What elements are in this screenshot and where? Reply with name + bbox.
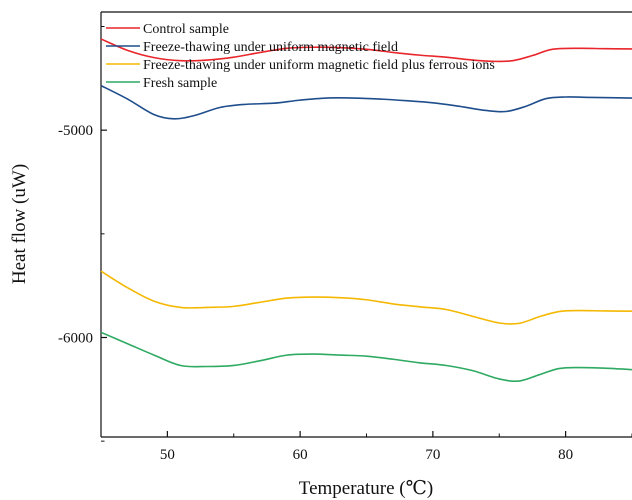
y-axis-title: Heat flow (uW) <box>9 164 30 284</box>
x-tick-label: 80 <box>558 447 573 463</box>
tick-layer: 50 60 70 80 -5000 -6000 <box>58 26 632 463</box>
legend-label-4: Fresh sample <box>143 76 217 91</box>
y-tick-label: -5000 <box>58 123 93 139</box>
series-line-2 <box>100 84 632 120</box>
series-line-4 <box>100 331 632 383</box>
x-tick-label: 50 <box>160 447 175 463</box>
legend: Control sample Freeze-thawing under unifo… <box>106 22 495 91</box>
x-tick-label: 60 <box>293 447 308 463</box>
y-tick-label: -6000 <box>58 330 93 346</box>
series-line-1 <box>100 38 632 63</box>
series-layer <box>100 38 632 383</box>
legend-label-3: Freeze-thawing under uniform magnetic fi… <box>143 58 495 73</box>
legend-label-1: Control sample <box>143 22 229 37</box>
x-axis-title: Temperature (℃) <box>299 478 433 499</box>
series-line-3 <box>100 270 632 325</box>
x-tick-label: 70 <box>425 447 440 463</box>
legend-label-2: Freeze-thawing under uniform magnetic fi… <box>143 40 398 55</box>
